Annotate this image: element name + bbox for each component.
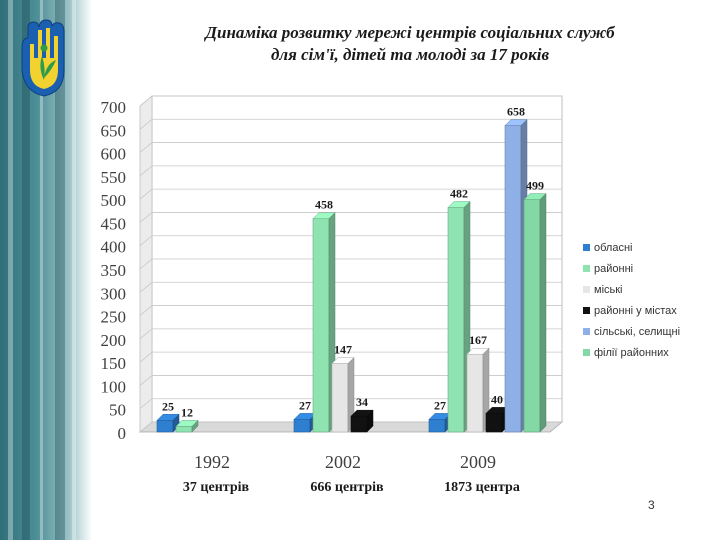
gridline bbox=[139, 212, 562, 223]
bar-2-0 bbox=[428, 419, 446, 433]
bar-2-2 bbox=[466, 353, 484, 433]
legend-swatch bbox=[583, 349, 590, 356]
bar-1-1 bbox=[312, 218, 330, 433]
gridline bbox=[139, 188, 562, 200]
legend-label: обласні bbox=[594, 241, 633, 254]
x-category-label: 1992 bbox=[194, 452, 230, 472]
data-label: 167 bbox=[469, 333, 487, 347]
legend-swatch bbox=[583, 307, 590, 314]
legend-item: філії районних bbox=[583, 342, 713, 363]
title-line-2: для сім'ї, дітей та молоді за 17 років bbox=[270, 45, 550, 64]
data-label: 499 bbox=[526, 179, 544, 193]
data-label: 27 bbox=[434, 398, 446, 412]
gridline bbox=[139, 351, 562, 363]
y-tick-label: 700 bbox=[101, 98, 127, 117]
decorative-stripe bbox=[8, 0, 13, 540]
bar-1-2 bbox=[331, 363, 349, 433]
bar-side-2-5 bbox=[539, 193, 547, 433]
x-category-sublabel: 1873 центра bbox=[444, 480, 520, 495]
bar-1-3 bbox=[350, 415, 368, 433]
legend-item: районні у містах bbox=[583, 300, 713, 321]
data-label: 147 bbox=[334, 343, 352, 357]
legend-label: міські bbox=[594, 283, 623, 296]
y-tick-label: 150 bbox=[101, 354, 127, 373]
gridline bbox=[139, 142, 562, 153]
legend-item: міські bbox=[583, 279, 713, 300]
y-tick-label: 350 bbox=[101, 261, 127, 280]
bar-2-4 bbox=[504, 125, 522, 433]
chart-title: Динаміка розвитку мережі центрів соціаль… bbox=[150, 22, 670, 66]
bar-side-0-1 bbox=[191, 419, 199, 433]
bar-2-5 bbox=[523, 199, 541, 433]
gridline bbox=[139, 421, 562, 433]
legend-item: сільські, селищні bbox=[583, 321, 713, 342]
data-label: 25 bbox=[162, 399, 174, 413]
gridline bbox=[139, 375, 562, 386]
data-label: 12 bbox=[181, 405, 193, 419]
bar-1-0 bbox=[293, 419, 311, 433]
y-tick-label: 50 bbox=[109, 401, 126, 420]
x-category-label: 2009 bbox=[460, 452, 496, 472]
gridline bbox=[139, 95, 562, 107]
gridline bbox=[139, 118, 562, 130]
data-label: 34 bbox=[356, 395, 368, 409]
data-label: 482 bbox=[450, 187, 468, 201]
decorative-stripe bbox=[72, 0, 76, 540]
data-label: 658 bbox=[507, 105, 525, 119]
chart-legend: обласні районні міські районні у містах сіль… bbox=[583, 237, 713, 363]
gridline bbox=[139, 165, 562, 177]
x-category-sublabel: 37 центрів bbox=[183, 480, 250, 495]
y-tick-label: 100 bbox=[101, 377, 127, 396]
legend-swatch bbox=[583, 286, 590, 293]
y-tick-label: 500 bbox=[101, 191, 127, 210]
gridline bbox=[139, 235, 562, 247]
gridline bbox=[139, 258, 562, 270]
y-tick-label: 0 bbox=[118, 424, 127, 443]
hand-logo-icon bbox=[21, 19, 65, 97]
data-label: 458 bbox=[315, 198, 333, 212]
legend-item: обласні bbox=[583, 237, 713, 258]
bar-0-1 bbox=[175, 426, 193, 433]
bar-0-0 bbox=[156, 420, 174, 433]
y-tick-label: 400 bbox=[101, 238, 127, 257]
bar-side-1-3 bbox=[366, 409, 374, 433]
bar-2-3 bbox=[485, 413, 503, 433]
y-tick-label: 250 bbox=[101, 308, 127, 327]
y-tick-label: 300 bbox=[101, 284, 127, 303]
legend-swatch bbox=[583, 328, 590, 335]
y-tick-label: 600 bbox=[101, 145, 127, 164]
x-category-sublabel: 666 центрів bbox=[310, 480, 384, 495]
gridline bbox=[139, 328, 562, 340]
decorative-stripe bbox=[55, 0, 65, 540]
gridline bbox=[139, 398, 562, 410]
legend-swatch bbox=[583, 244, 590, 251]
data-label: 27 bbox=[299, 398, 311, 412]
decorative-stripe bbox=[22, 0, 30, 540]
legend-swatch bbox=[583, 265, 590, 272]
y-tick-label: 200 bbox=[101, 331, 127, 350]
y-tick-label: 450 bbox=[101, 214, 127, 233]
data-label: 40 bbox=[491, 392, 503, 406]
x-category-label: 2002 bbox=[325, 452, 361, 472]
title-line-1: Динаміка розвитку мережі центрів соціаль… bbox=[205, 23, 615, 42]
decorative-stripe bbox=[40, 0, 43, 540]
legend-label: філії районних bbox=[594, 346, 669, 359]
legend-label: сільські, селищні bbox=[594, 325, 681, 338]
gridline bbox=[139, 305, 562, 316]
legend-label: районні bbox=[594, 262, 634, 275]
gridline bbox=[139, 281, 562, 293]
y-tick-label: 550 bbox=[101, 168, 127, 187]
page-number: 3 bbox=[648, 498, 655, 512]
bar-2-1 bbox=[447, 207, 465, 433]
y-tick-label: 650 bbox=[101, 121, 127, 140]
legend-label: районні у містах bbox=[594, 304, 677, 317]
legend-item: районні bbox=[583, 258, 713, 279]
